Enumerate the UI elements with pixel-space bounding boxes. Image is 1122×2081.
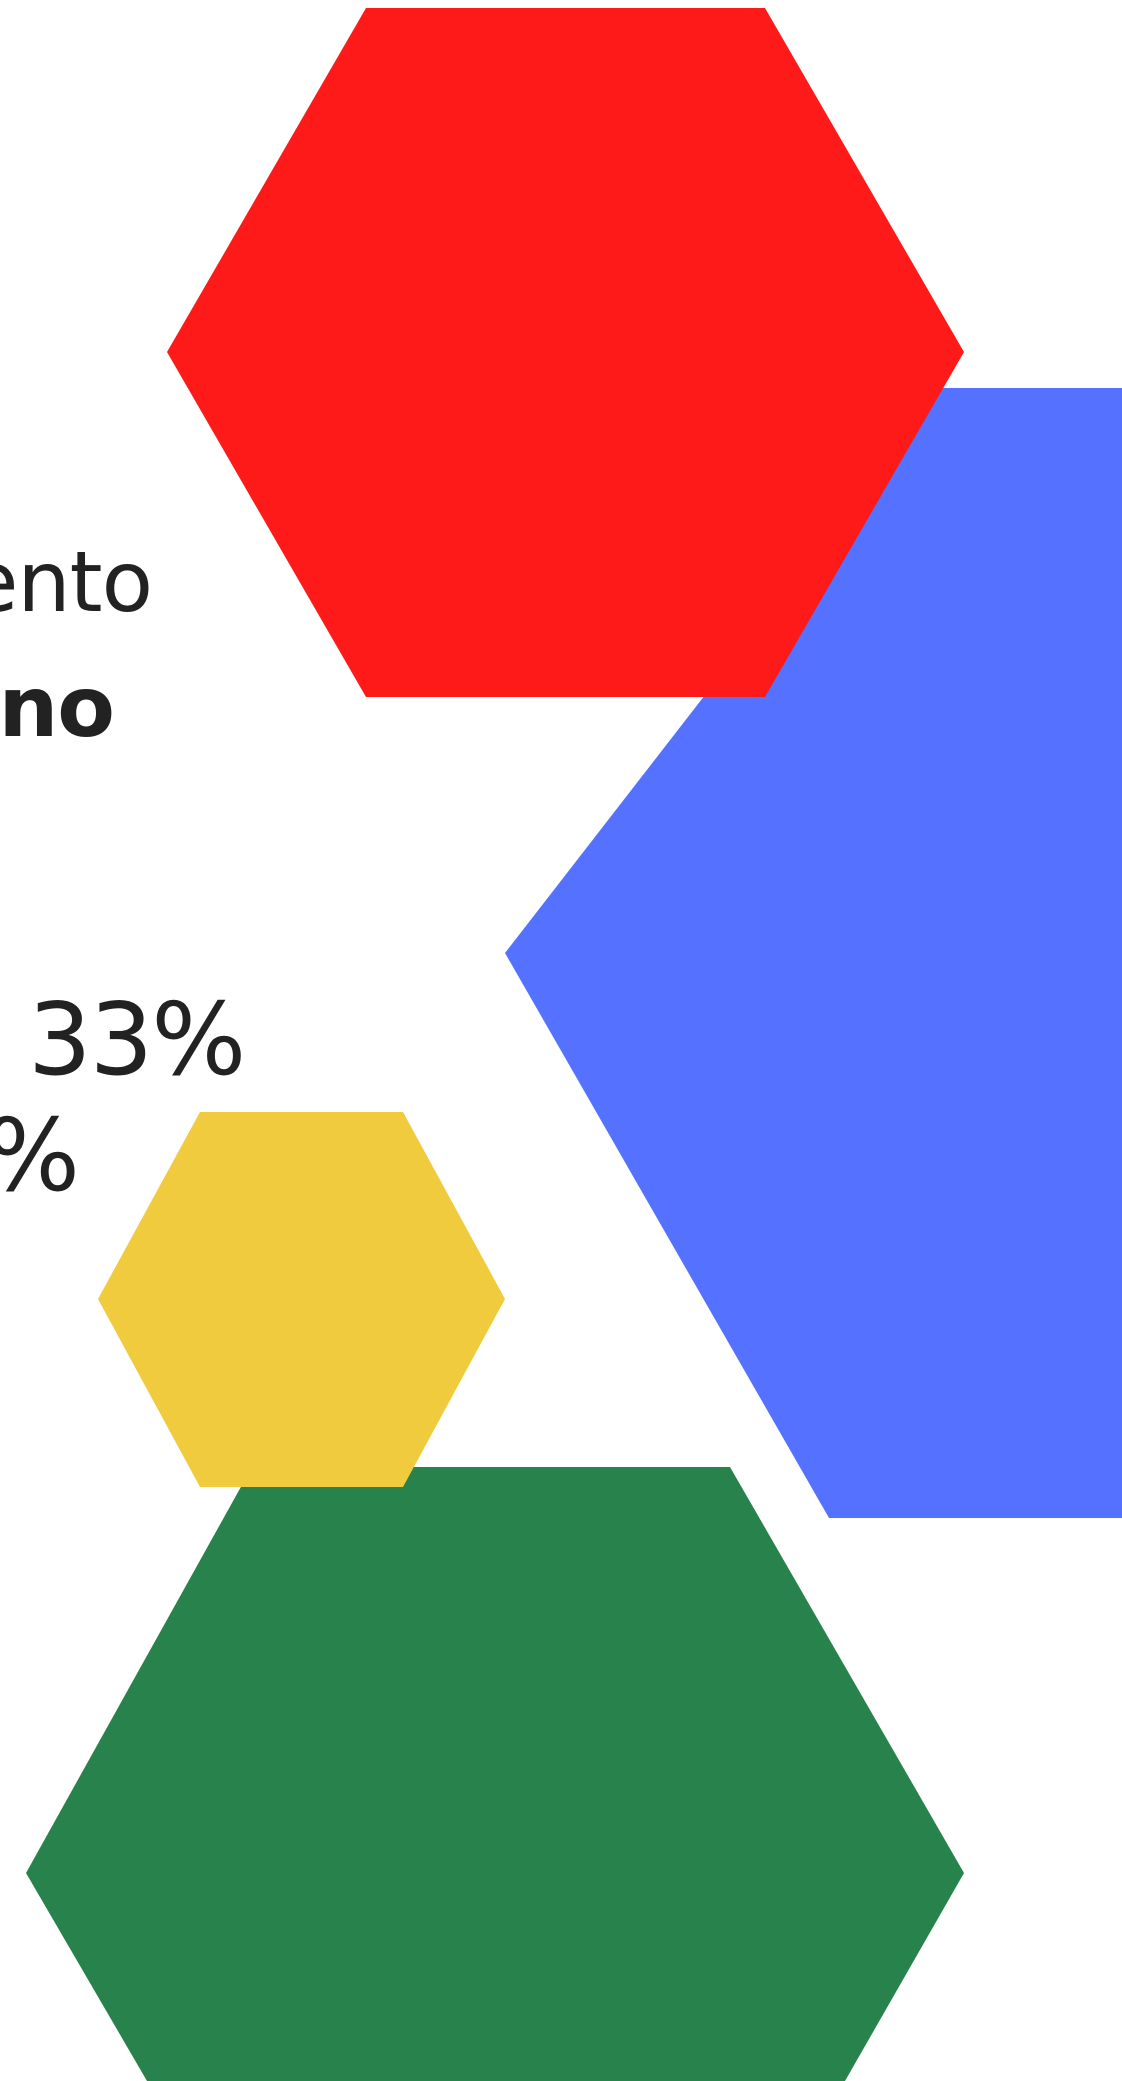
label-line-2: no bbox=[0, 658, 115, 756]
percentage-value-1: 33% bbox=[28, 981, 246, 1098]
hexagon-yellow bbox=[98, 1112, 505, 1487]
label-line-1: ento bbox=[0, 533, 153, 631]
hexagon-red bbox=[167, 8, 964, 697]
hexagon-blue bbox=[505, 388, 1122, 1518]
hexagon-green bbox=[26, 1467, 964, 2081]
percentage-value-2: % bbox=[0, 1106, 80, 1206]
